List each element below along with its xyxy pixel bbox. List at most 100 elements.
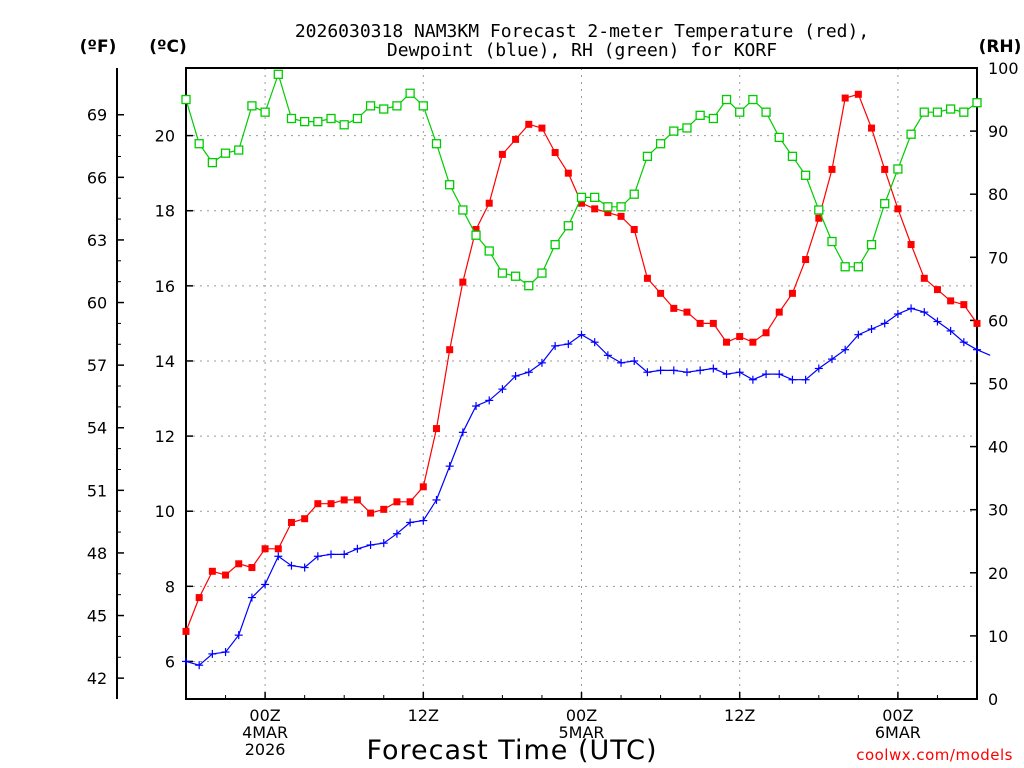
rh-point [735, 107, 745, 117]
temperature-point [287, 518, 295, 526]
dewpoint-point [722, 370, 731, 379]
rh-point [286, 113, 297, 124]
rh-point [972, 98, 982, 108]
rh-point [840, 262, 850, 272]
rh-point [563, 221, 573, 231]
dewpoint-point [827, 355, 836, 364]
rh-point [853, 262, 863, 272]
rh-point [695, 110, 705, 120]
dewpoint-point [300, 563, 309, 572]
rh-point [405, 88, 415, 98]
rh-tick-label: 70 [988, 248, 1008, 267]
x-tick-label: 12Z [408, 706, 439, 725]
chart-title-line1: 2026030318 NAM3KM Forecast 2-meter Tempe… [295, 21, 869, 42]
rh-point [524, 281, 534, 291]
temperature-point [327, 500, 335, 508]
temperature-point [630, 226, 638, 234]
dewpoint-point [841, 345, 850, 354]
rh-point [669, 126, 679, 136]
rh-point [721, 94, 732, 105]
rh-point [866, 240, 877, 250]
rh-point [748, 94, 758, 105]
temperature-point [406, 498, 414, 506]
celsius-tick-label: 14 [155, 352, 175, 371]
dewpoint-point [445, 462, 454, 471]
dewpoint-point [419, 516, 428, 525]
rh-tick-label: 100 [988, 59, 1019, 78]
dewpoint-point [590, 338, 599, 347]
temperature-point [551, 149, 559, 157]
series-temperature [182, 90, 981, 635]
dewpoint-point [893, 310, 902, 319]
dewpoint-point [261, 580, 270, 589]
temperature-point [775, 308, 783, 316]
dewpoint-point [406, 518, 415, 527]
rh-point [774, 132, 784, 143]
rh-point [603, 202, 613, 212]
temperature-point [274, 545, 282, 553]
dewpoint-point [920, 308, 929, 317]
fahrenheit-tick-label: 54 [87, 419, 107, 438]
dewpoint-point [748, 375, 757, 384]
temperature-point [749, 338, 757, 346]
celsius-tick-label: 16 [155, 277, 175, 296]
fahrenheit-tick-label: 48 [87, 544, 107, 563]
rh-point [945, 104, 956, 114]
rh-tick-label: 0 [988, 690, 998, 709]
rh-point [761, 107, 771, 117]
temperature-point [314, 500, 322, 508]
temperature-point [920, 274, 928, 282]
dewpoint-point [432, 495, 441, 504]
dewpoint-point [933, 317, 942, 326]
temperature-point [881, 165, 889, 173]
rh-point [893, 164, 903, 174]
dewpoint-point [946, 326, 955, 335]
rh-point [932, 107, 943, 117]
temperature-point [512, 135, 520, 143]
fahrenheit-unit-label: (ºF) [80, 37, 117, 57]
grid [186, 68, 977, 699]
rh-point [339, 120, 349, 130]
temperature-point [828, 165, 836, 173]
rh-point [655, 139, 666, 149]
dewpoint-point [867, 325, 876, 334]
dewpoint-point [669, 366, 678, 375]
temperature-point [182, 627, 190, 635]
dewpoint-point [366, 541, 375, 550]
rh-point [431, 139, 442, 149]
celsius-tick-label: 12 [155, 427, 175, 446]
dewpoint-point [524, 368, 533, 377]
temperature-point [564, 169, 572, 177]
rh-tick-label: 10 [988, 627, 1008, 646]
rh-point [313, 116, 323, 127]
rh-point [392, 101, 402, 111]
rh-point [352, 113, 363, 124]
temperature-point [643, 274, 651, 282]
rh-point [220, 148, 231, 158]
temperature-point [933, 286, 941, 294]
dewpoint-point [973, 345, 981, 354]
dewpoint-point [682, 368, 691, 377]
temperature-point [868, 124, 876, 132]
rh-tick-label: 80 [988, 185, 1008, 204]
dewpoint-point [511, 371, 520, 380]
series-rh [181, 69, 982, 291]
rh-tick-label: 40 [988, 438, 1008, 457]
temperature-point [393, 498, 401, 506]
celsius-tick-label: 10 [155, 502, 175, 521]
rh-point [418, 101, 428, 111]
x-tick-label: 5MAR [558, 723, 604, 742]
dewpoint-point [485, 396, 494, 405]
temperature-point [723, 338, 731, 346]
dewpoint-point [458, 428, 467, 437]
rh-point [708, 113, 718, 124]
temperature-point [947, 297, 955, 305]
rh-point [616, 202, 626, 212]
temperature-point [907, 241, 915, 249]
temperature-point [815, 214, 823, 222]
temperature-point [617, 212, 625, 220]
temperature-point [472, 226, 480, 234]
x-tick-label: 6MAR [875, 723, 921, 742]
temperature-point [591, 205, 599, 213]
rh-point [814, 205, 824, 215]
